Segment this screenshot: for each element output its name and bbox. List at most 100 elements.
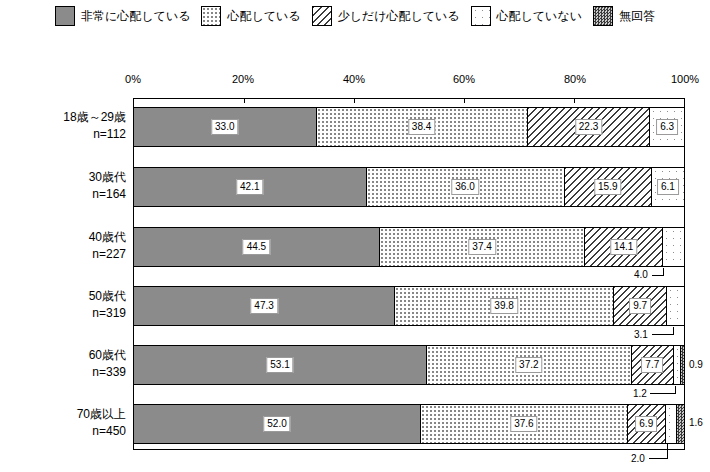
plot-frame <box>133 98 685 450</box>
age-group-label: 40歳代 <box>0 229 126 246</box>
bar-row: 40歳代 n=227 44.5 37.4 14.1 <box>0 227 710 267</box>
callout-line <box>652 275 663 276</box>
segment-very-worried[interactable]: 52.0 <box>134 405 420 443</box>
side-label-no-answer-60s: 0.9 <box>689 359 703 370</box>
value-label: 44.5 <box>243 239 270 255</box>
segment-not-worried[interactable] <box>666 287 684 325</box>
axis-tick <box>244 99 245 103</box>
segment-not-worried[interactable]: 6.3 <box>649 108 684 146</box>
stacked-bar: 52.0 37.6 6.9 <box>133 404 685 444</box>
x-axis-tick-label: 40% <box>343 73 365 85</box>
sample-size-label: n=227 <box>0 246 126 263</box>
bar-row: 30歳代 n=164 42.1 36.0 15.9 6.1 <box>0 167 710 207</box>
legend-label: 少しだけ心配している <box>338 8 460 25</box>
value-label: 9.7 <box>629 298 651 314</box>
value-label: 47.3 <box>250 298 277 314</box>
stacked-bar: 33.0 38.4 22.3 6.3 <box>133 107 685 147</box>
value-label: 6.3 <box>656 119 678 135</box>
value-label: 52.0 <box>263 416 290 432</box>
age-group-label: 18歳～29歳 <box>0 109 126 126</box>
stacked-bar: 53.1 37.2 7.7 <box>133 345 685 385</box>
segment-no-answer[interactable] <box>676 405 684 443</box>
row-label: 50歳代 n=319 <box>0 288 126 322</box>
legend-item-slightly-worried: 少しだけ心配している <box>312 6 460 26</box>
segment-no-answer[interactable] <box>680 346 684 384</box>
legend: 非常に心配している 心配している 少しだけ心配している 心配していない 無回答 <box>0 6 710 26</box>
row-label: 40歳代 n=227 <box>0 229 126 263</box>
segment-worried[interactable]: 37.6 <box>420 405 627 443</box>
bar-row: 60歳代 n=339 53.1 37.2 7.7 <box>0 345 710 385</box>
segment-slightly-worried[interactable]: 14.1 <box>584 228 662 266</box>
row-label: 70歳以上 n=450 <box>0 406 126 440</box>
value-label: 14.1 <box>610 239 637 255</box>
segment-slightly-worried[interactable]: 15.9 <box>564 168 651 206</box>
segment-worried[interactable]: 37.4 <box>379 228 585 266</box>
diagonal-hatch-swatch-icon <box>312 6 332 26</box>
segment-not-worried[interactable] <box>665 405 676 443</box>
value-label: 22.3 <box>575 119 602 135</box>
age-group-label: 50歳代 <box>0 288 126 305</box>
callout-line <box>673 327 674 335</box>
solid-gray-swatch-icon <box>55 6 75 26</box>
callout-label-not-worried-70s: 2.0 <box>631 453 645 464</box>
bar-row: 50歳代 n=319 47.3 39.8 9.7 <box>0 286 710 326</box>
sparse-dots-swatch-icon <box>471 6 491 26</box>
x-axis-tick-label: 20% <box>232 73 254 85</box>
sample-size-label: n=450 <box>0 423 126 440</box>
callout-line <box>663 268 664 276</box>
axis-tick <box>464 99 465 103</box>
segment-very-worried[interactable]: 33.0 <box>134 108 316 146</box>
age-group-label: 30歳代 <box>0 169 126 186</box>
segment-very-worried[interactable]: 44.5 <box>134 228 379 266</box>
segment-worried[interactable]: 36.0 <box>366 168 564 206</box>
sample-size-label: n=319 <box>0 305 126 322</box>
value-label: 42.1 <box>236 179 263 195</box>
segment-very-worried[interactable]: 42.1 <box>134 168 366 206</box>
sample-size-label: n=339 <box>0 364 126 381</box>
age-group-label: 60歳代 <box>0 347 126 364</box>
side-label-no-answer-70s: 1.6 <box>689 417 703 428</box>
x-axis-tick-label: 80% <box>564 73 586 85</box>
callout-label-not-worried-60s: 1.2 <box>633 388 647 399</box>
fine-dots-swatch-icon <box>201 6 221 26</box>
dark-checker-swatch-icon <box>593 6 613 26</box>
segment-worried[interactable]: 37.2 <box>426 346 631 384</box>
stacked-bar: 42.1 36.0 15.9 6.1 <box>133 167 685 207</box>
segment-worried[interactable]: 39.8 <box>394 287 613 325</box>
bar-row: 18歳～29歳 n=112 33.0 38.4 22.3 6.3 <box>0 107 710 147</box>
value-label: 36.0 <box>451 179 478 195</box>
x-axis-tick-label: 0% <box>125 73 141 85</box>
callout-line <box>649 458 667 459</box>
sample-size-label: n=164 <box>0 186 126 203</box>
segment-not-worried[interactable]: 6.1 <box>651 168 684 206</box>
value-label: 7.7 <box>641 357 663 373</box>
segment-worried[interactable]: 38.4 <box>316 108 527 146</box>
legend-label: 心配していない <box>497 8 582 25</box>
legend-label: 心配している <box>227 8 300 25</box>
callout-label-not-worried-40s: 4.0 <box>634 269 648 280</box>
legend-item-not-worried: 心配していない <box>471 6 582 26</box>
value-label: 37.4 <box>468 239 495 255</box>
row-label: 30歳代 n=164 <box>0 169 126 203</box>
segment-not-worried[interactable] <box>662 228 684 266</box>
x-axis-tick-label: 100% <box>671 73 699 85</box>
segment-slightly-worried[interactable]: 7.7 <box>631 346 673 384</box>
legend-item-worried: 心配している <box>201 6 300 26</box>
segment-very-worried[interactable]: 47.3 <box>134 287 394 325</box>
value-label: 38.4 <box>408 119 435 135</box>
callout-label-not-worried-50s: 3.1 <box>634 329 648 340</box>
age-group-label: 70歳以上 <box>0 406 126 423</box>
segment-slightly-worried[interactable]: 22.3 <box>527 108 650 146</box>
value-label: 39.8 <box>490 298 517 314</box>
stacked-bar-chart: 非常に心配している 心配している 少しだけ心配している 心配していない 無回答 … <box>0 0 710 472</box>
callout-line <box>675 386 676 394</box>
segment-slightly-worried[interactable]: 6.9 <box>627 405 665 443</box>
segment-very-worried[interactable]: 53.1 <box>134 346 426 384</box>
callout-line <box>650 393 675 394</box>
row-label: 60歳代 n=339 <box>0 347 126 381</box>
callout-line <box>652 334 673 335</box>
segment-slightly-worried[interactable]: 9.7 <box>613 287 666 325</box>
legend-label: 非常に心配している <box>81 8 190 25</box>
x-axis-tick-label: 60% <box>453 73 475 85</box>
segment-not-worried[interactable] <box>673 346 680 384</box>
